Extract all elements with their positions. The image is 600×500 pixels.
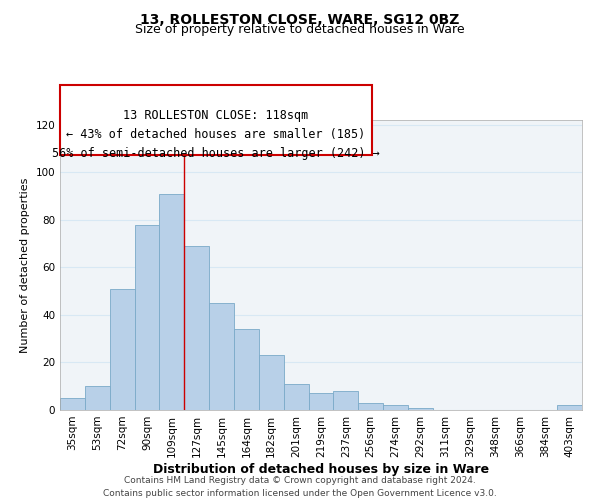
Bar [134,224,160,410]
Bar [408,408,433,410]
Bar [383,405,408,410]
Bar [308,394,334,410]
Bar [284,384,308,410]
Bar [160,194,184,410]
Bar [259,356,284,410]
Text: Size of property relative to detached houses in Ware: Size of property relative to detached ho… [135,22,465,36]
Bar [358,403,383,410]
Bar [209,303,234,410]
Text: 56% of semi-detached houses are larger (242) →: 56% of semi-detached houses are larger (… [52,146,380,160]
Bar [184,246,209,410]
Bar [85,386,110,410]
Bar [234,329,259,410]
Text: ← 43% of detached houses are smaller (185): ← 43% of detached houses are smaller (18… [67,128,365,141]
Bar [557,405,582,410]
X-axis label: Distribution of detached houses by size in Ware: Distribution of detached houses by size … [153,462,489,475]
Bar [110,289,134,410]
Y-axis label: Number of detached properties: Number of detached properties [20,178,30,352]
Text: Contains HM Land Registry data © Crown copyright and database right 2024.
Contai: Contains HM Land Registry data © Crown c… [103,476,497,498]
Bar [60,398,85,410]
Bar [334,391,358,410]
Text: 13, ROLLESTON CLOSE, WARE, SG12 0BZ: 13, ROLLESTON CLOSE, WARE, SG12 0BZ [140,12,460,26]
Text: 13 ROLLESTON CLOSE: 118sqm: 13 ROLLESTON CLOSE: 118sqm [124,110,308,122]
